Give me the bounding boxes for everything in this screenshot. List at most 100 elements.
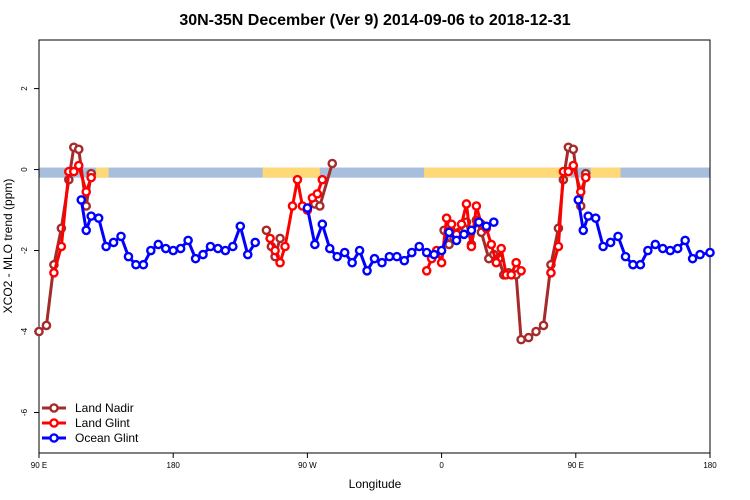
data-point — [339, 247, 350, 258]
data-point — [220, 245, 231, 256]
data-point — [474, 217, 484, 228]
data-point — [138, 259, 149, 270]
y-tick-label: -6 — [20, 408, 29, 416]
x-axis-label: Longitude — [349, 477, 402, 491]
data-point — [516, 265, 526, 276]
data-point — [538, 320, 549, 331]
y-tick-label: 2 — [20, 86, 29, 91]
data-point — [466, 241, 477, 252]
data-point — [421, 247, 432, 258]
data-point — [160, 243, 171, 254]
land-band-segment — [424, 167, 571, 178]
data-point — [377, 257, 387, 268]
data-point — [628, 259, 638, 270]
chart-title: 30N-35N December (Ver 9) 2014-09-06 to 2… — [179, 12, 570, 29]
data-point — [275, 233, 285, 244]
data-point — [270, 245, 280, 256]
data-point — [68, 166, 79, 177]
data-point — [672, 243, 683, 254]
data-point — [650, 239, 661, 250]
data-point — [73, 144, 84, 155]
data-point — [436, 257, 447, 268]
data-point — [613, 231, 623, 242]
data-point — [392, 251, 402, 262]
y-tick-label: -2 — [20, 246, 29, 254]
data-point — [56, 241, 67, 252]
data-point — [451, 235, 462, 246]
data-point — [563, 166, 574, 177]
data-point — [81, 225, 92, 236]
data-point — [347, 257, 357, 268]
data-point — [213, 243, 223, 254]
data-point — [317, 219, 328, 230]
data-point — [205, 241, 216, 252]
y-axis: 2 0 -2 -4 -6 — [20, 86, 39, 416]
data-point — [49, 268, 59, 278]
data-point — [568, 160, 579, 171]
data-point — [175, 243, 186, 254]
data-point — [250, 237, 261, 248]
data-point — [546, 268, 556, 278]
data-point — [116, 231, 126, 242]
x-tick-label: 0 — [439, 461, 444, 470]
data-point — [86, 172, 96, 183]
data-point — [280, 241, 290, 252]
data-point — [153, 239, 164, 250]
data-point — [108, 237, 119, 248]
data-point — [362, 265, 372, 276]
data-point — [620, 251, 631, 262]
data-point — [598, 241, 608, 252]
data-point — [324, 243, 335, 254]
data-point — [444, 227, 454, 238]
data-point — [315, 201, 325, 211]
data-point — [168, 245, 178, 256]
data-point — [466, 225, 477, 236]
data-point — [665, 245, 676, 256]
legend-swatch-marker — [49, 418, 59, 428]
data-point — [312, 189, 323, 199]
data-point — [687, 253, 698, 264]
data-point — [605, 237, 616, 248]
data-point — [275, 257, 285, 268]
data-point — [131, 259, 141, 270]
data-point — [695, 249, 705, 260]
data-point — [680, 235, 690, 246]
data-point — [41, 320, 52, 331]
data-point — [76, 195, 87, 205]
data-point — [643, 245, 653, 256]
data-point — [506, 270, 516, 280]
data-point — [441, 213, 452, 223]
y-axis-label: XCO2 - MLO trend (ppm) — [1, 179, 15, 314]
data-point — [265, 233, 275, 244]
land-band-segment — [590, 167, 621, 178]
data-point — [516, 334, 526, 345]
data-point — [511, 257, 521, 268]
data-point — [583, 211, 594, 221]
data-point — [198, 249, 208, 260]
plot-frame — [38, 39, 711, 454]
data-point — [481, 221, 492, 232]
land-band-segment — [262, 167, 320, 178]
series-line — [79, 199, 257, 267]
data-point — [302, 203, 313, 213]
x-tick-label: 90 W — [298, 461, 317, 470]
legend-label: Land Glint — [75, 416, 130, 430]
data-point — [101, 241, 111, 252]
land-band-segment — [96, 167, 109, 178]
data-point — [406, 247, 417, 258]
data-point — [399, 255, 410, 266]
surface-band — [39, 167, 710, 178]
data-point — [657, 243, 668, 254]
data-point — [456, 219, 467, 230]
data-point — [491, 257, 502, 268]
legend-swatch-marker — [49, 403, 59, 413]
data-point — [332, 251, 343, 262]
data-point — [228, 241, 238, 252]
data-point — [635, 259, 646, 270]
data-point — [531, 326, 541, 337]
data-point — [190, 253, 201, 264]
data-point — [436, 245, 447, 256]
data-point — [369, 253, 380, 264]
legend-label: Land Nadir — [75, 401, 134, 415]
y-tick-label: -4 — [20, 327, 29, 335]
